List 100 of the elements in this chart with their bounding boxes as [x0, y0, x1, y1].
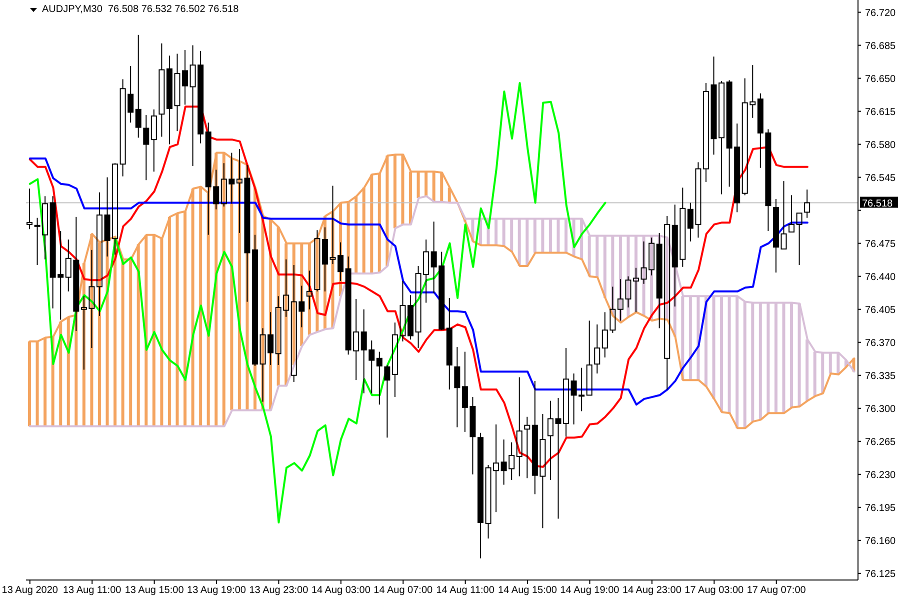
candlestick	[135, 34, 142, 138]
bar	[596, 236, 599, 278]
bar	[362, 188, 366, 274]
bar	[184, 211, 187, 426]
candlestick	[150, 108, 157, 172]
bar	[393, 154, 396, 228]
candlestick	[143, 114, 150, 181]
bar	[378, 174, 381, 273]
candlestick	[516, 376, 522, 477]
y-tick-label: 76.195	[865, 502, 896, 514]
candlestick	[563, 348, 570, 438]
candlestick	[376, 351, 382, 406]
x-tick-label: 17 Aug 03:00	[684, 585, 744, 596]
x-tick-label: 13 Aug 2020	[2, 585, 58, 596]
candlestick	[446, 298, 452, 390]
x-tick-label: 13 Aug 23:00	[249, 585, 309, 596]
y-tick-label: 76.475	[865, 238, 896, 250]
y-tick-label: 76.580	[865, 140, 896, 151]
bar	[424, 172, 428, 196]
bar	[751, 302, 754, 422]
y-tick-label: 76.650	[865, 74, 896, 85]
y-tick-label: 76.720	[865, 8, 896, 19]
bar	[136, 244, 140, 426]
x-tick-label: 14 Aug 11:00	[436, 585, 495, 596]
bar	[276, 227, 280, 386]
candlestick	[408, 294, 414, 340]
bar	[828, 352, 832, 374]
x-tick-label: 13 Aug 15:00	[124, 585, 184, 596]
bar	[806, 340, 809, 401]
y-tick-label: 76.230	[865, 470, 896, 481]
bar	[603, 236, 606, 298]
bar	[386, 156, 389, 266]
x-tick-label: 14 Aug 07:00	[374, 585, 434, 596]
y-tick-label: 76.545	[865, 172, 896, 184]
x-tick-label: 14 Aug 03:00	[311, 585, 371, 596]
bar	[813, 352, 816, 396]
bar	[728, 296, 731, 414]
bar	[548, 218, 552, 253]
bar	[821, 352, 824, 394]
bar	[688, 296, 692, 380]
bar	[588, 236, 591, 276]
chart-title: AUDJPY,M30 76.508 76.532 76.502 76.518	[42, 3, 239, 16]
candlestick	[454, 346, 460, 428]
bar	[510, 218, 514, 252]
y-tick-label: 76.370	[865, 338, 896, 349]
bar	[191, 188, 194, 426]
bar	[440, 172, 444, 202]
bar	[129, 259, 132, 426]
bar	[720, 296, 724, 412]
x-tick-label: 14 Aug 15:00	[498, 585, 558, 596]
bar	[401, 154, 404, 224]
x-tick-label: 13 Aug 19:00	[187, 585, 246, 596]
bar	[36, 341, 39, 426]
y-tick-label: 76.405	[865, 304, 896, 316]
bar	[354, 196, 358, 274]
bar	[494, 218, 498, 246]
bar	[502, 218, 506, 246]
bar	[316, 238, 319, 332]
bar	[152, 234, 156, 426]
x-tick-label: 17 Aug 07:00	[746, 585, 806, 596]
bar	[556, 218, 560, 253]
x-tick-label: 14 Aug 19:00	[560, 585, 620, 596]
bar	[518, 218, 521, 266]
bar	[758, 302, 762, 420]
bar	[564, 218, 568, 253]
y-tick-label: 76.440	[865, 272, 896, 283]
bar	[66, 316, 70, 426]
candlestick	[702, 82, 709, 183]
y-tick-label: 76.160	[865, 536, 896, 547]
y-tick-label: 76.300	[865, 404, 896, 415]
bar	[712, 296, 716, 399]
bar	[409, 172, 412, 224]
y-tick-label: 76.125	[865, 568, 896, 580]
bar	[696, 296, 700, 380]
bar	[176, 213, 179, 426]
bar	[541, 218, 544, 253]
bar	[533, 218, 536, 253]
bar	[74, 314, 78, 426]
candlestick	[524, 416, 530, 479]
bar	[626, 236, 630, 317]
x-tick-label: 13 Aug 11:00	[62, 585, 122, 596]
ref-line-label: 76.518	[862, 198, 894, 210]
bar	[666, 238, 669, 320]
bar	[121, 259, 124, 426]
line-series	[28, 152, 856, 430]
bar	[44, 338, 47, 426]
bar	[526, 218, 529, 266]
bar	[199, 186, 202, 426]
bar	[59, 322, 62, 426]
bar	[790, 302, 794, 408]
x-tick-label: 14 Aug 23:00	[622, 585, 682, 596]
candlestick	[158, 42, 165, 138]
bar	[160, 238, 164, 426]
bar	[98, 242, 101, 426]
line-series	[28, 195, 856, 428]
y-tick-label: 76.685	[865, 40, 896, 52]
bar	[432, 172, 436, 202]
y-tick-label: 76.265	[865, 436, 896, 448]
bar	[168, 216, 171, 426]
candlestick	[594, 324, 600, 374]
